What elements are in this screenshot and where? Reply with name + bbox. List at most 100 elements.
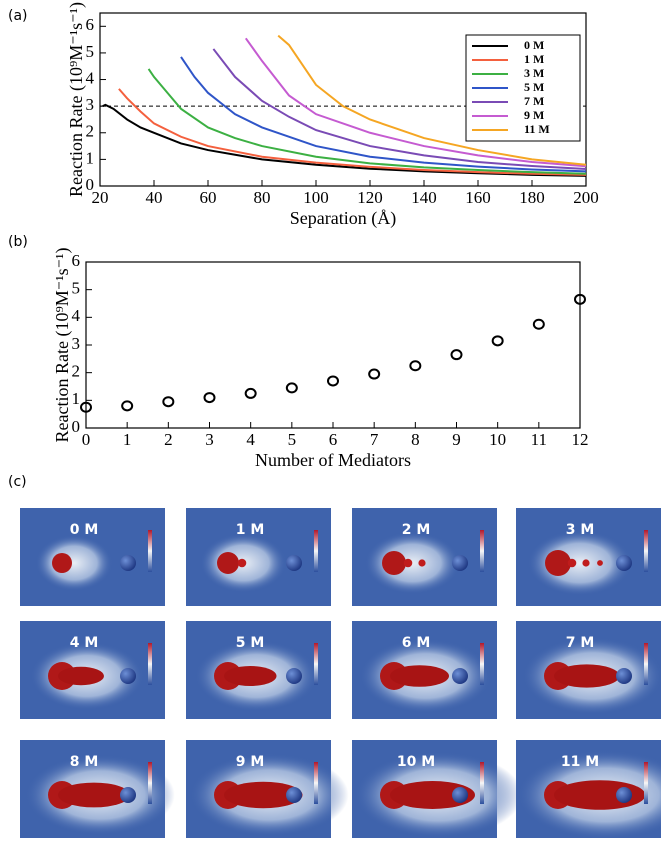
tile-sphere xyxy=(452,555,468,571)
tile-blob xyxy=(404,559,413,568)
x-tick-label: 3 xyxy=(205,430,214,449)
x-tick-label: 4 xyxy=(246,430,255,449)
image-tile: 0 M xyxy=(20,508,165,606)
panel-label: (b) xyxy=(8,234,28,250)
x-tick-label: 0 xyxy=(82,430,91,449)
y-tick-label: 3 xyxy=(86,95,95,114)
x-tick-label: 120 xyxy=(357,188,383,207)
y-axis-label: Reaction Rate (10⁹M⁻¹s⁻¹) xyxy=(52,247,73,442)
tile-blob xyxy=(582,559,589,566)
x-tick-label: 40 xyxy=(146,188,163,207)
y-tick-label: 1 xyxy=(86,148,95,167)
x-axis-label: Number of Mediators xyxy=(255,450,411,470)
data-point xyxy=(452,350,462,359)
tile-colorbar xyxy=(644,530,648,572)
tile-colorbar xyxy=(314,643,318,685)
legend-label: 9 M xyxy=(524,108,544,122)
x-tick-label: 1 xyxy=(123,430,132,449)
x-tick-label: 10 xyxy=(489,430,506,449)
data-point xyxy=(534,320,544,329)
tile-label: 5 M xyxy=(236,635,265,651)
legend-label: 5 M xyxy=(524,80,544,94)
tile-colorbar xyxy=(314,530,318,572)
tile-sphere xyxy=(452,668,468,684)
legend-label: 11 M xyxy=(524,122,550,136)
x-tick-label: 140 xyxy=(411,188,437,207)
y-tick-label: 4 xyxy=(72,306,81,325)
y-tick-label: 3 xyxy=(72,334,81,353)
tile-sphere xyxy=(120,668,136,684)
image-tile: 2 M xyxy=(352,508,497,606)
tile-glow xyxy=(36,535,113,591)
tile-sphere xyxy=(286,555,302,571)
x-tick-label: 5 xyxy=(288,430,297,449)
x-tick-label: 100 xyxy=(303,188,329,207)
x-tick-label: 12 xyxy=(572,430,589,449)
y-tick-label: 0 xyxy=(72,417,81,436)
x-tick-label: 9 xyxy=(452,430,461,449)
tile-blob xyxy=(58,667,104,685)
tile-label: 9 M xyxy=(236,754,265,770)
y-tick-label: 6 xyxy=(72,251,81,270)
image-tile: 7 M xyxy=(516,621,661,719)
data-point xyxy=(163,397,173,406)
legend-label: 7 M xyxy=(524,94,544,108)
tile-sphere xyxy=(616,787,632,803)
image-tile: 9 M xyxy=(186,740,349,838)
tile-colorbar xyxy=(480,762,484,804)
tile-blob xyxy=(418,559,425,566)
y-tick-label: 4 xyxy=(86,68,95,87)
y-tick-label: 6 xyxy=(86,15,95,34)
tile-label: 3 M xyxy=(566,522,595,538)
data-point xyxy=(410,361,420,370)
tile-sphere xyxy=(616,555,632,571)
tile-label: 6 M xyxy=(402,635,431,651)
data-point xyxy=(493,336,503,345)
x-tick-label: 180 xyxy=(519,188,545,207)
tile-glow xyxy=(365,532,460,594)
tile-sphere xyxy=(452,787,468,803)
tile-colorbar xyxy=(148,643,152,685)
x-tick-label: 80 xyxy=(254,188,271,207)
image-tile: 8 M xyxy=(20,740,175,838)
tile-blob xyxy=(390,665,449,687)
x-tick-label: 200 xyxy=(573,188,599,207)
x-axis-label: Separation (Å) xyxy=(290,208,396,229)
tile-blob xyxy=(554,664,620,687)
x-tick-label: 6 xyxy=(329,430,338,449)
tile-blob xyxy=(568,559,577,568)
tile-colorbar xyxy=(148,762,152,804)
x-tick-label: 2 xyxy=(164,430,173,449)
tile-blob xyxy=(597,560,603,566)
tile-label: 2 M xyxy=(402,522,431,538)
y-tick-label: 2 xyxy=(86,122,95,141)
tile-colorbar xyxy=(480,530,484,572)
x-tick-label: 7 xyxy=(370,430,379,449)
y-tick-label: 2 xyxy=(72,362,81,381)
data-point xyxy=(205,393,215,402)
data-point xyxy=(246,389,256,398)
tile-blob xyxy=(545,550,571,576)
tile-colorbar xyxy=(480,643,484,685)
tile-sphere xyxy=(120,787,136,803)
plot-frame xyxy=(86,262,580,428)
image-tile: 10 M xyxy=(352,740,522,838)
tile-label: 10 M xyxy=(397,754,435,770)
data-point xyxy=(122,401,132,410)
tile-blob xyxy=(217,552,239,574)
tile-blob xyxy=(224,666,277,686)
image-tile: 1 M xyxy=(186,508,331,606)
x-tick-label: 160 xyxy=(465,188,491,207)
data-point xyxy=(369,370,379,379)
x-tick-label: 8 xyxy=(411,430,420,449)
tile-label: 11 M xyxy=(561,754,599,770)
image-tile: 3 M xyxy=(516,508,661,606)
tile-label: 1 M xyxy=(236,522,265,538)
data-point xyxy=(287,383,297,392)
x-tick-label: 60 xyxy=(200,188,217,207)
x-tick-label: 11 xyxy=(531,430,547,449)
y-tick-label: 0 xyxy=(86,175,95,194)
y-tick-label: 5 xyxy=(86,42,95,61)
